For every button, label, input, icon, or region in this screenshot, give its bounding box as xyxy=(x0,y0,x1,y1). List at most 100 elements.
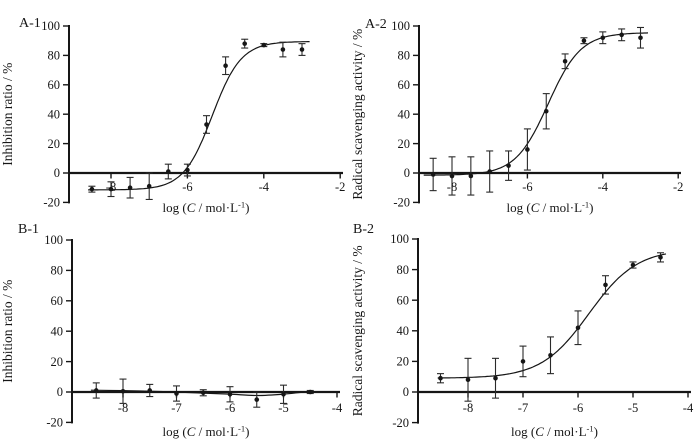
y-tick-label: 0 xyxy=(54,166,60,180)
y-tick-label: 60 xyxy=(398,78,411,92)
data-point xyxy=(108,186,114,192)
y-tick-label: 40 xyxy=(397,324,410,338)
x-tick-label: -2 xyxy=(673,180,683,194)
data-point xyxy=(227,391,233,397)
y-tick-label: 80 xyxy=(51,264,64,278)
y-tick-label: 20 xyxy=(397,355,410,369)
y-tick-label: 20 xyxy=(398,137,411,151)
y-tick-label: 20 xyxy=(48,137,61,151)
panel-B-2: 100 80 60 40 20 0 -20 -8 -7 -6 -5 -4 B-2 Radical scav… xyxy=(350,220,700,441)
x-tick-label: -8 xyxy=(118,401,128,415)
data-point xyxy=(581,38,587,43)
y-tick-label: 100 xyxy=(44,233,63,247)
y-tick-label: -20 xyxy=(43,196,60,210)
y-tick-label: 80 xyxy=(397,263,410,277)
data-point xyxy=(449,173,455,179)
data-point xyxy=(638,35,643,41)
x-tick-label: -6 xyxy=(573,401,583,415)
panel-label: A-2 xyxy=(365,17,387,32)
data-point xyxy=(658,255,663,260)
data-point xyxy=(204,122,209,127)
fit-curve xyxy=(437,253,667,379)
y-tick-label: 20 xyxy=(51,355,64,369)
data-point xyxy=(465,377,471,383)
panel-A-2: 100 80 60 40 20 0 -20 -8 -6 -4 -2 A-2 Radical scaven… xyxy=(350,0,700,220)
y-tick-label: 0 xyxy=(404,166,410,180)
x-tick-label: -4 xyxy=(683,401,694,415)
x-axis-title: log (C / mol·L-1) xyxy=(163,424,250,440)
data-point xyxy=(254,397,260,402)
x-tick-label: -2 xyxy=(335,180,345,194)
chart-B-1: 100 80 60 40 20 0 -20 -8 -7 -6 -5 -4 B-1 Inhibition r… xyxy=(0,222,343,440)
data-point xyxy=(281,391,286,397)
data-point xyxy=(120,388,126,394)
x-tick-label: -4 xyxy=(598,180,609,194)
y-tick-label: 100 xyxy=(391,19,410,33)
panel-B-1: 100 80 60 40 20 0 -20 -8 -7 -6 -5 -4 B-1 Inhibition r… xyxy=(0,220,350,441)
y-tick-label: -20 xyxy=(46,416,63,430)
y-tick-label: -20 xyxy=(393,196,410,210)
y-axis-title: Radical scavenging activity / % xyxy=(350,29,365,200)
data-point xyxy=(174,391,179,396)
data-point xyxy=(299,47,305,52)
data-point xyxy=(89,186,95,192)
panel-label: B-2 xyxy=(353,222,374,237)
data-point xyxy=(562,58,568,64)
data-point xyxy=(603,282,608,288)
data-point xyxy=(430,172,436,177)
data-point xyxy=(261,42,267,48)
data-point xyxy=(146,183,152,189)
data-point xyxy=(630,262,636,268)
x-axis-title: log (C / mol·L-1) xyxy=(163,200,250,216)
y-tick-label: 80 xyxy=(48,49,61,63)
y-tick-label: 80 xyxy=(398,49,411,63)
y-axis-title: Inhibition ratio / % xyxy=(0,63,15,166)
x-tick-label: -7 xyxy=(518,401,528,415)
data-point xyxy=(493,375,498,381)
y-tick-label: 60 xyxy=(48,78,61,92)
data-point xyxy=(506,163,511,168)
fit-curve xyxy=(88,41,310,191)
data-point xyxy=(185,167,190,173)
data-point xyxy=(147,388,153,393)
y-axis-title: Radical scavenging activity / % xyxy=(350,245,365,416)
data-point xyxy=(543,108,549,114)
data-point xyxy=(619,32,624,38)
data-point xyxy=(575,325,581,331)
data-point xyxy=(127,185,133,190)
data-point xyxy=(468,173,474,179)
data-point xyxy=(280,47,286,52)
data-point xyxy=(600,35,606,41)
y-tick-label: 40 xyxy=(398,107,411,121)
data-point xyxy=(487,169,492,174)
data-point xyxy=(548,352,553,358)
data-point xyxy=(307,389,313,395)
x-tick-label: -5 xyxy=(278,401,288,415)
x-tick-label: -6 xyxy=(225,401,235,415)
y-tick-label: 100 xyxy=(41,19,60,33)
chart-B-2: 100 80 60 40 20 0 -20 -8 -7 -6 -5 -4 B-2 Radical scav… xyxy=(350,222,694,439)
data-point xyxy=(438,375,443,381)
y-tick-label: 60 xyxy=(397,293,410,307)
fit-curve xyxy=(423,32,649,176)
data-point xyxy=(93,388,99,393)
y-tick-label: 0 xyxy=(57,385,63,399)
panel-label: B-1 xyxy=(18,222,39,237)
y-tick-label: -20 xyxy=(392,416,409,430)
y-axis-title: Inhibition ratio / % xyxy=(0,280,15,383)
data-point xyxy=(525,147,530,152)
x-axis-title: log (C / mol·L-1) xyxy=(507,200,594,216)
y-tick-label: 0 xyxy=(403,385,409,399)
y-tick-label: 40 xyxy=(48,107,61,121)
data-point xyxy=(200,390,206,396)
y-tick-label: 100 xyxy=(390,232,409,246)
data-point xyxy=(242,41,247,46)
x-tick-label: -8 xyxy=(463,401,473,415)
y-tick-label: 40 xyxy=(51,324,64,338)
panel-label: A-1 xyxy=(19,16,41,31)
data-point xyxy=(223,63,228,68)
x-tick-label: -7 xyxy=(171,401,181,415)
